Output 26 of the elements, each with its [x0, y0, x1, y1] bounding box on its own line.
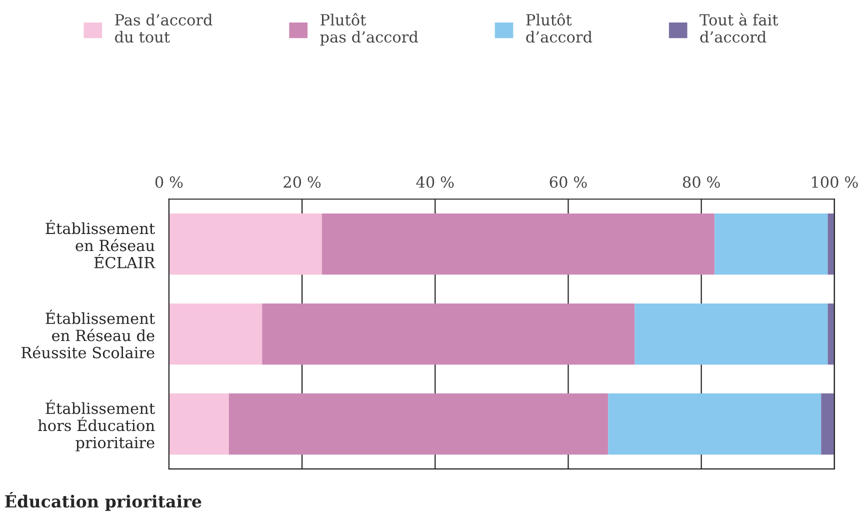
bar — [828, 303, 834, 365]
bar — [714, 214, 828, 275]
bar — [821, 393, 834, 455]
bar — [168, 303, 262, 365]
bar — [262, 303, 635, 365]
bar — [634, 303, 828, 365]
x-tick-label: 20 % — [284, 176, 321, 188]
y-tick-label: Établissement en Réseau de Réussite Scolaire — [21, 310, 155, 358]
y-tick-label: Établissement hors Éducation prioritaire — [38, 400, 155, 452]
bar — [608, 393, 822, 455]
bar — [228, 393, 608, 455]
bar — [828, 214, 834, 275]
bar — [322, 214, 715, 275]
x-tick-label: 40 % — [416, 176, 454, 188]
x-tick-label: 60 % — [550, 176, 587, 188]
bar — [168, 214, 322, 275]
legend-label: Pas d’accord du tout — [115, 14, 212, 43]
y-tick-label: Établissement en Réseau ÉCLAIR — [46, 220, 156, 268]
legend-label: Tout à fait d’accord — [700, 13, 778, 43]
x-tick-label: 80 % — [682, 176, 720, 188]
legend-label: Plutôt pas d’accord — [320, 13, 418, 46]
x-tick-label: 100 % — [812, 176, 858, 188]
bar — [168, 393, 229, 455]
x-tick-label: 0 % — [155, 176, 183, 188]
legend-label: Plutôt d’accord — [526, 13, 592, 43]
text: Éducation prioritaire — [5, 492, 202, 511]
